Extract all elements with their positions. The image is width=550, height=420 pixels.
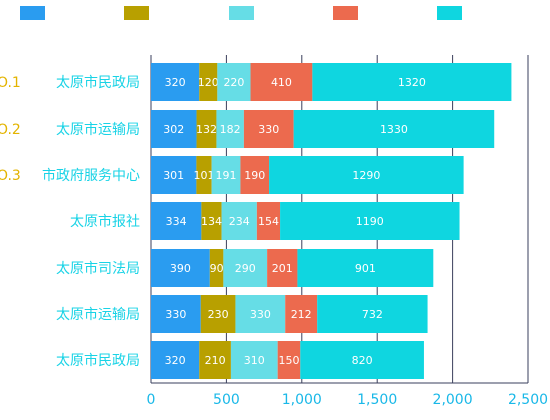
category-label-7: 太原市民政局 — [56, 352, 140, 369]
data-label-r6-s3: 330 — [250, 308, 271, 321]
data-label-r2-s1: 302 — [163, 123, 184, 136]
data-label-r4-s1: 334 — [166, 215, 187, 228]
category-label-2: 太原市运输局 — [56, 121, 140, 138]
data-label-r6-s5: 732 — [362, 308, 383, 321]
bar-segment-r1-s4[interactable] — [250, 63, 313, 101]
data-label-r4-s3: 234 — [229, 215, 250, 228]
data-label-r2-s4: 330 — [258, 123, 279, 136]
data-label-r5-s2: 90 — [210, 262, 224, 275]
data-label-r5-s5: 901 — [355, 262, 376, 275]
bar-segment-r1-s2[interactable] — [199, 63, 218, 101]
data-label-r7-s2: 210 — [205, 354, 226, 367]
data-label-r1-s4: 410 — [271, 76, 292, 89]
data-label-r3-s5: 1290 — [352, 169, 380, 182]
legend — [20, 6, 462, 20]
rank-label-2: O.2 — [0, 122, 21, 138]
data-label-r5-s3: 290 — [235, 262, 256, 275]
bar-segment-r3-s1[interactable] — [151, 156, 197, 194]
bar-segment-r3-s5[interactable] — [269, 156, 464, 194]
bar-segment-r5-s1[interactable] — [151, 249, 210, 287]
bar-segment-r7-s5[interactable] — [300, 341, 424, 379]
data-label-r7-s5: 820 — [352, 354, 373, 367]
data-label-r4-s4: 154 — [258, 215, 279, 228]
bar-segment-r6-s2[interactable] — [200, 295, 236, 333]
bar-segment-r2-s5[interactable] — [293, 110, 495, 148]
x-tick-label-5: 2,000 — [433, 392, 473, 408]
x-tick-label-6: 2,500 — [508, 392, 548, 408]
data-label-r5-s4: 201 — [272, 262, 293, 275]
data-label-r3-s4: 190 — [244, 169, 265, 182]
bar-segment-r6-s3[interactable] — [235, 295, 286, 333]
data-label-r1-s3: 220 — [223, 76, 244, 89]
bar-segment-r1-s3[interactable] — [217, 63, 251, 101]
bar-segment-r5-s5[interactable] — [297, 249, 434, 287]
bar-segment-r7-s2[interactable] — [199, 341, 231, 379]
bar-segment-r4-s3[interactable] — [221, 202, 257, 240]
data-label-r1-s2: 120 — [198, 76, 219, 89]
data-label-r6-s4: 212 — [291, 308, 312, 321]
category-label-6: 太原市运输局 — [56, 306, 140, 323]
category-label-5: 太原市司法局 — [56, 260, 140, 277]
category-label-3: 市政府服务中心 — [42, 167, 140, 184]
legend-swatch-3[interactable] — [229, 6, 254, 20]
category-label-4: 太原市报社 — [70, 213, 140, 230]
rank-label-1: O.1 — [0, 75, 21, 91]
data-label-r3-s1: 301 — [163, 169, 184, 182]
bar-segment-r6-s4[interactable] — [285, 295, 318, 333]
bar-segment-r6-s1[interactable] — [151, 295, 201, 333]
data-label-r7-s3: 310 — [244, 354, 265, 367]
bar-segment-r6-s5[interactable] — [317, 295, 428, 333]
bar-segment-r1-s1[interactable] — [151, 63, 200, 101]
bar-segment-r4-s5[interactable] — [280, 202, 460, 240]
data-label-r2-s5: 1330 — [380, 123, 408, 136]
legend-swatch-4[interactable] — [333, 6, 358, 20]
bar-segment-r3-s3[interactable] — [211, 156, 241, 194]
x-tick-label-3: 1,000 — [282, 392, 322, 408]
bar-segment-r5-s2[interactable] — [209, 249, 224, 287]
legend-swatch-1[interactable] — [20, 6, 45, 20]
bar-segment-r1-s5[interactable] — [312, 63, 512, 101]
data-label-r5-s1: 390 — [170, 262, 191, 275]
bar-segment-r4-s4[interactable] — [256, 202, 281, 240]
data-label-r3-s3: 191 — [216, 169, 237, 182]
bar-segment-r7-s3[interactable] — [230, 341, 278, 379]
bar-segment-r7-s4[interactable] — [277, 341, 301, 379]
bar-segment-r5-s4[interactable] — [267, 249, 298, 287]
data-label-r2-s2: 132 — [196, 123, 217, 136]
data-label-r7-s1: 320 — [165, 354, 186, 367]
bar-segment-r4-s2[interactable] — [201, 202, 222, 240]
data-label-r1-s5: 1320 — [398, 76, 426, 89]
bar-segment-r3-s2[interactable] — [196, 156, 212, 194]
category-label-1: 太原市民政局 — [56, 74, 140, 91]
x-tick-label-4: 1,500 — [357, 392, 397, 408]
data-label-r2-s3: 182 — [220, 123, 241, 136]
legend-swatch-5[interactable] — [437, 6, 462, 20]
data-label-r7-s4: 150 — [278, 354, 299, 367]
legend-swatch-2[interactable] — [124, 6, 149, 20]
data-label-r6-s2: 230 — [208, 308, 229, 321]
x-tick-label-2: 500 — [213, 392, 240, 408]
data-label-r3-s2: 101 — [194, 169, 215, 182]
data-label-r1-s1: 320 — [165, 76, 186, 89]
x-axis-ticks: 0 500 1,000 1,500 2,000 2,500 — [147, 392, 549, 408]
rank-label-3: O.3 — [0, 168, 21, 184]
data-label-r6-s1: 330 — [165, 308, 186, 321]
category-labels: 太原市民政局 O.1 太原市运输局 O.2 市政府服务中心 O.3 太原市报社太原市司法局太… — [0, 74, 140, 369]
data-label-r4-s2: 134 — [201, 215, 222, 228]
bar-segment-r2-s3[interactable] — [216, 110, 244, 148]
bar-segment-r7-s1[interactable] — [151, 341, 200, 379]
data-label-r4-s5: 1190 — [356, 215, 384, 228]
x-tick-label-1: 0 — [147, 392, 156, 408]
bar-segment-r2-s2[interactable] — [196, 110, 217, 148]
bar-segment-r5-s3[interactable] — [223, 249, 268, 287]
bar-segment-r2-s1[interactable] — [151, 110, 197, 148]
bar-segment-r4-s1[interactable] — [151, 202, 202, 240]
bar-segment-r3-s4[interactable] — [240, 156, 270, 194]
bar-segment-r2-s4[interactable] — [243, 110, 294, 148]
